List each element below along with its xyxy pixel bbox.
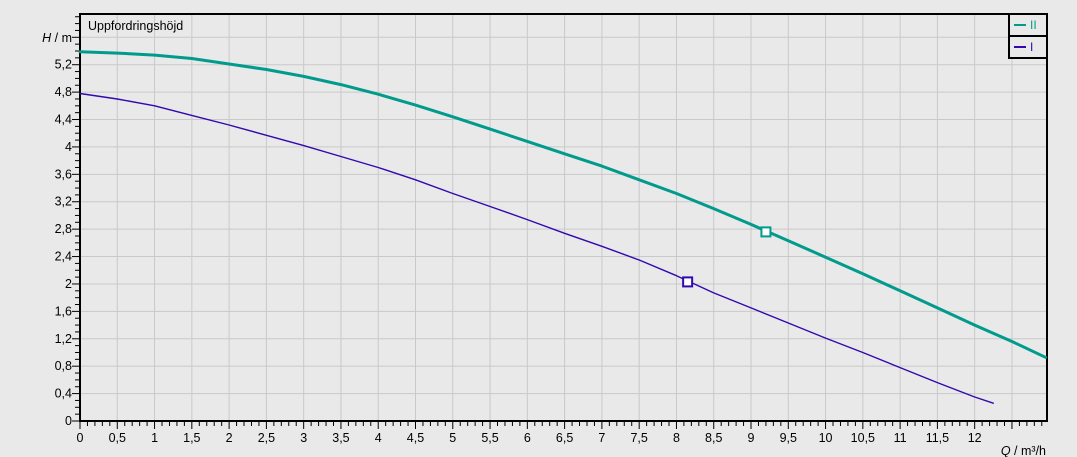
svg-text:7,5: 7,5 — [630, 431, 647, 445]
svg-text:4: 4 — [65, 140, 72, 154]
svg-text:11,5: 11,5 — [926, 431, 949, 445]
curve-ii-swatch — [1014, 24, 1026, 26]
gridlines — [80, 14, 1047, 421]
svg-text:0,4: 0,4 — [55, 387, 72, 401]
svg-text:5: 5 — [449, 431, 456, 445]
legend: II I — [1008, 13, 1048, 59]
x-axis-unit: / m³/h — [1010, 444, 1046, 457]
svg-text:2: 2 — [226, 431, 233, 445]
svg-text:3: 3 — [300, 431, 307, 445]
svg-text:8: 8 — [673, 431, 680, 445]
svg-text:12: 12 — [968, 431, 982, 445]
x-axis-ticks — [79, 422, 1043, 429]
svg-text:6,5: 6,5 — [556, 431, 573, 445]
svg-text:7: 7 — [598, 431, 605, 445]
svg-text:5,2: 5,2 — [55, 58, 72, 72]
y-axis-title: H / m — [28, 17, 72, 59]
duty-point-ii — [760, 226, 772, 238]
x-tick-labels: 0 0,5 1 1,5 2 2,5 3 3,5 4 4,5 5 5,5 6 6,5 7 7,5 8 8,5 9 9,5… — [77, 431, 982, 445]
y-axis-unit: / m — [51, 31, 72, 45]
curve-i-swatch — [1014, 46, 1026, 48]
x-axis-title: Q / m³/h — [987, 430, 1046, 457]
svg-text:9,5: 9,5 — [780, 431, 797, 445]
svg-text:6: 6 — [524, 431, 531, 445]
svg-text:1,5: 1,5 — [183, 431, 200, 445]
svg-text:0,5: 0,5 — [109, 431, 126, 445]
svg-text:0: 0 — [65, 414, 72, 428]
svg-text:2,4: 2,4 — [55, 250, 72, 264]
svg-text:0,8: 0,8 — [55, 359, 72, 373]
y-axis-ticks — [72, 16, 79, 422]
x-axis-symbol: Q — [1000, 444, 1011, 457]
plot-border — [79, 13, 1048, 422]
y-axis-symbol: H — [42, 31, 52, 45]
svg-text:9: 9 — [748, 431, 755, 445]
svg-text:3,2: 3,2 — [55, 195, 72, 209]
curve-ii — [78, 50, 1047, 359]
svg-text:2,5: 2,5 — [258, 431, 275, 445]
legend-label-curve-ii: II — [1030, 18, 1037, 32]
svg-text:5,5: 5,5 — [481, 431, 498, 445]
svg-text:3,5: 3,5 — [332, 431, 349, 445]
svg-text:2,8: 2,8 — [55, 222, 72, 236]
svg-text:1: 1 — [151, 431, 158, 445]
svg-text:1,6: 1,6 — [55, 304, 72, 318]
svg-text:2: 2 — [65, 277, 72, 291]
svg-text:0: 0 — [77, 431, 84, 445]
svg-text:11: 11 — [894, 431, 907, 445]
curve-i — [79, 92, 994, 404]
chart-title: Uppfordringshöjd — [88, 19, 184, 33]
svg-text:10: 10 — [819, 431, 833, 445]
legend-item-curve-i[interactable]: I — [1010, 35, 1046, 57]
svg-text:10,5: 10,5 — [851, 431, 875, 445]
svg-text:4,8: 4,8 — [55, 85, 72, 99]
svg-text:4,4: 4,4 — [55, 113, 72, 127]
y-tick-labels: 0 0,4 0,8 1,2 1,6 2 2,4 2,8 3,2 3,6 4 4,4 4,8 5,2 — [55, 58, 72, 428]
svg-text:1,2: 1,2 — [55, 332, 72, 346]
svg-text:4,5: 4,5 — [407, 431, 424, 445]
svg-text:3,6: 3,6 — [55, 167, 72, 181]
svg-text:8,5: 8,5 — [705, 431, 722, 445]
duty-point-i — [682, 276, 694, 288]
svg-text:4: 4 — [375, 431, 382, 445]
legend-item-curve-ii[interactable]: II — [1010, 15, 1046, 35]
legend-label-curve-i: I — [1030, 40, 1034, 54]
